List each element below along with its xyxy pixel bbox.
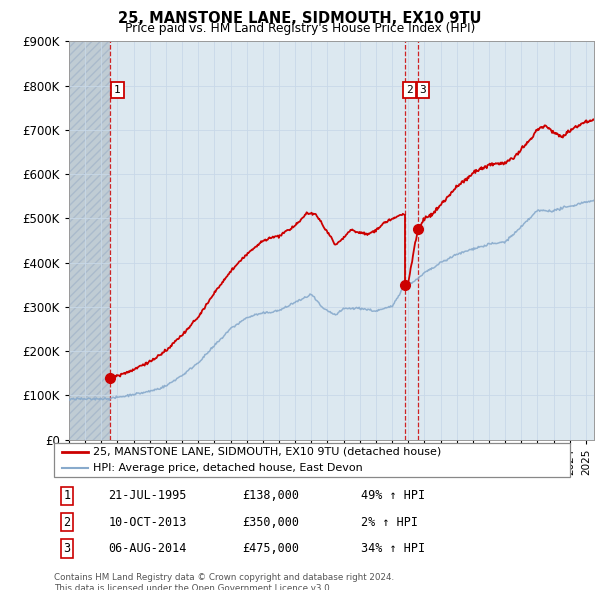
Text: 3: 3 bbox=[419, 85, 426, 95]
Text: 1: 1 bbox=[64, 489, 70, 502]
Text: 25, MANSTONE LANE, SIDMOUTH, EX10 9TU: 25, MANSTONE LANE, SIDMOUTH, EX10 9TU bbox=[118, 11, 482, 25]
Text: 34% ↑ HPI: 34% ↑ HPI bbox=[361, 542, 425, 555]
Text: 1: 1 bbox=[114, 85, 121, 95]
Text: Price paid vs. HM Land Registry's House Price Index (HPI): Price paid vs. HM Land Registry's House … bbox=[125, 22, 475, 35]
Text: 06-AUG-2014: 06-AUG-2014 bbox=[108, 542, 187, 555]
Text: 2: 2 bbox=[406, 85, 413, 95]
Text: Contains HM Land Registry data © Crown copyright and database right 2024.
This d: Contains HM Land Registry data © Crown c… bbox=[54, 573, 394, 590]
Text: 3: 3 bbox=[64, 542, 70, 555]
Text: 2% ↑ HPI: 2% ↑ HPI bbox=[361, 516, 418, 529]
Text: 25, MANSTONE LANE, SIDMOUTH, EX10 9TU (detached house): 25, MANSTONE LANE, SIDMOUTH, EX10 9TU (d… bbox=[92, 447, 441, 457]
FancyBboxPatch shape bbox=[54, 442, 570, 477]
Text: £475,000: £475,000 bbox=[242, 542, 299, 555]
Text: £350,000: £350,000 bbox=[242, 516, 299, 529]
Text: £138,000: £138,000 bbox=[242, 489, 299, 502]
Text: 21-JUL-1995: 21-JUL-1995 bbox=[108, 489, 187, 502]
Text: 10-OCT-2013: 10-OCT-2013 bbox=[108, 516, 187, 529]
Text: HPI: Average price, detached house, East Devon: HPI: Average price, detached house, East… bbox=[92, 463, 362, 473]
Text: 2: 2 bbox=[64, 516, 70, 529]
Text: 49% ↑ HPI: 49% ↑ HPI bbox=[361, 489, 425, 502]
